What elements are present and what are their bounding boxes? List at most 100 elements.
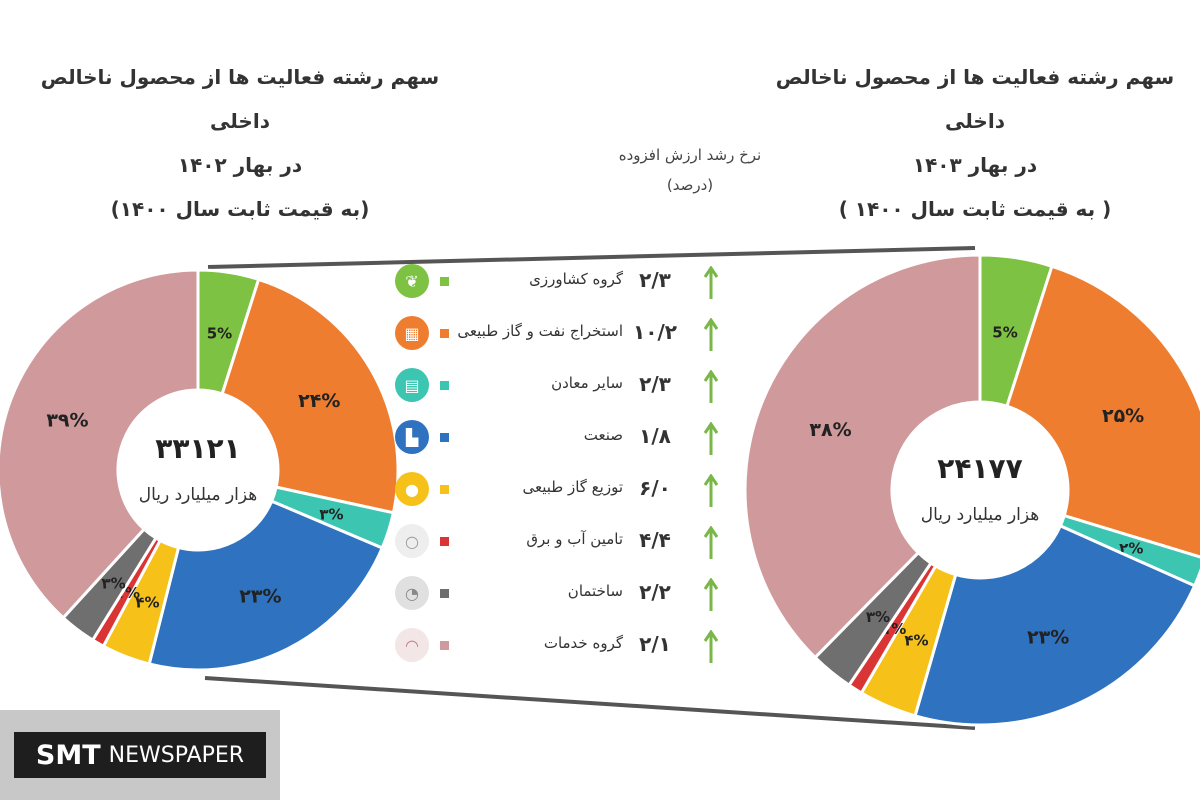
factory-icon: ▙ [395,420,429,454]
donut-1403-center-unit: هزار میلیارد ریال [921,505,1040,525]
growth-rate-value: ۲/۳ [639,268,671,292]
legend-label-text: استخراج نفت و گاز طبیعی [457,322,623,340]
legend-label: توزیع گاز طبیعی [453,478,623,496]
donut-1403-label-manufacturing: ۲۳% [1027,626,1069,648]
donut-1402-label-services: ۳۹% [46,409,88,431]
donut-1403-label-oil_gas: ۲۵% [1102,405,1144,427]
legend-row-gas_distribution: ● توزیع گاز طبیعی ۶/۰ [395,470,725,510]
donut-1402-center-value: ۳۳۱۲۱ [155,432,240,465]
right-title-line-3: ( به قیمت ثابت سال ۱۴۰۰ ) [838,197,1112,221]
donut-1403-center-hole [894,404,1066,576]
donut-1402-label-agriculture: 5% [207,325,232,343]
legend-label: صنعت [453,426,623,444]
donut-1402-center-unit: هزار میلیارد ریال [139,485,258,505]
mine-cart-icon: ▤ [395,368,429,402]
legend-label-text: گروه خدمات [543,634,623,652]
smt-newspaper-logo: SMT NEWSPAPER [0,710,280,800]
lightbulb-icon: ○ [395,524,429,558]
service-bell-icon: ◠ [395,628,429,662]
legend-row-agriculture: ❦ گروه کشاورزی ۲/۳ [395,262,725,302]
legend-swatch [440,433,449,442]
donut-1402-slice-services [0,268,200,620]
growth-rate-value: ۴/۴ [639,528,671,552]
donut-1402-label-mining: ۳% [319,505,343,523]
legend-label: سایر معادن [453,374,623,392]
left-chart-title: سهم رشته فعالیت ها از محصول ناخالص داخلی… [40,55,440,231]
legend-swatch [440,277,449,286]
right-title-line-1: سهم رشته فعالیت ها از محصول ناخالص داخلی [775,65,1175,133]
legend-label: استخراج نفت و گاز طبیعی [453,322,623,340]
growth-rate-value: ۲/۲ [639,580,671,604]
legend-swatch [440,537,449,546]
legend-swatch [440,641,449,650]
donut-1403-label-mining: ۲% [1119,540,1143,558]
connector-top-line [207,246,976,269]
donut-1402-center-hole [120,392,276,548]
legend-swatch [440,381,449,390]
arrow-up-icon [703,422,719,455]
donut-1403-label-gas_distribution: ۴% [904,631,928,649]
legend-swatch [440,589,449,598]
donut-1402-label-oil_gas: ۲۴% [298,390,340,412]
legend-label-text: تامین آب و برق [526,530,623,548]
legend-swatch [440,329,449,338]
growth-rate-value: ۶/۰ [639,476,671,500]
donut-1402-slice-manufacturing [147,499,385,672]
growth-rate-title: نرخ رشد ارزش افزوده [618,146,762,164]
legend-label-text: سایر معادن [551,374,623,392]
gas-drop-icon: ● [395,472,429,506]
left-title-line-3: (به قیمت ثابت سال ۱۴۰۰) [110,197,370,221]
growth-rate-header: نرخ رشد ارزش افزوده (درصد) [590,140,790,200]
logo-text: SMT NEWSPAPER [14,732,266,778]
legend-label-text: گروه کشاورزی [529,270,623,288]
growth-rate-value: ۲/۱ [639,632,671,656]
logo-rest: NEWSPAPER [108,742,245,768]
arrow-up-icon [703,526,719,559]
donut-1402-label-gas_distribution: ۴% [135,594,159,612]
arrow-up-icon [703,474,719,507]
arrow-up-icon [703,630,719,663]
growth-rate-value: ۱/۸ [639,424,671,448]
legend-label-text: توزیع گاز طبیعی [522,478,623,496]
right-chart-title: سهم رشته فعالیت ها از محصول ناخالص داخلی… [750,55,1200,231]
arrow-up-icon [703,266,719,299]
connector-bottom-line [204,676,976,730]
logo-strong: SMT [35,739,101,771]
wheat-icon: ❦ [395,264,429,298]
legend-label-text: ساختمان [567,582,623,600]
legend-row-mining: ▤ سایر معادن ۲/۳ [395,366,725,406]
donut-1403-slice-manufacturing [913,523,1197,727]
legend-row-services: ◠ گروه خدمات ۲/۱ [395,626,725,666]
legend-row-water_power: ○ تامین آب و برق ۴/۴ [395,522,725,562]
legend-label: گروه کشاورزی [453,270,623,288]
construction-icon: ◔ [395,576,429,610]
arrow-up-icon [703,578,719,611]
legend-row-manufacturing: ▙ صنعت ۱/۸ [395,418,725,458]
right-title-line-2: در بهار ۱۴۰۳ [912,153,1038,177]
legend-row-oil_gas: ▦ استخراج نفت و گاز طبیعی ۱۰/۲ [395,314,725,354]
legend-swatch [440,485,449,494]
donut-1402-label-construction: ۳% [102,575,126,593]
donut-1403-label-construction: ۳% [866,608,890,626]
left-title-line-2: در بهار ۱۴۰۲ [177,153,303,177]
donut-1402-label-manufacturing: ۲۳% [239,585,281,607]
growth-rate-value: ۲/۳ [639,372,671,396]
arrow-up-icon [703,318,719,351]
donut-1403-label-services: ۳۸% [809,419,851,441]
legend-label: گروه خدمات [453,634,623,652]
legend-row-construction: ◔ ساختمان ۲/۲ [395,574,725,614]
donut-1403-slice-oil_gas [1005,264,1200,559]
arrow-up-icon [703,370,719,403]
legend-label: ساختمان [453,582,623,600]
legend-label-text: صنعت [583,426,623,444]
donut-1403-label-agriculture: 5% [992,323,1017,341]
oil-barrel-icon: ▦ [395,316,429,350]
growth-rate-unit: (درصد) [666,176,714,194]
donut-1403-center-value: ۲۴۱۷۷ [937,452,1022,485]
donut-1403-slice-services [743,253,982,660]
legend-label: تامین آب و برق [453,530,623,548]
left-title-line-1: سهم رشته فعالیت ها از محصول ناخالص داخلی [40,65,440,133]
growth-rate-value: ۱۰/۲ [633,320,677,344]
